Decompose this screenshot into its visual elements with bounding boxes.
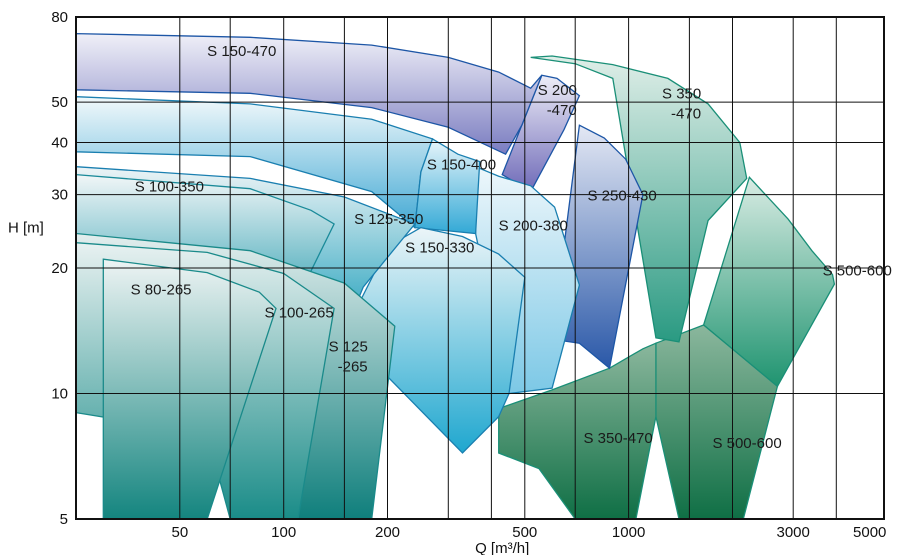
region-label-s-200-470: S 200 xyxy=(538,82,577,99)
x-ticks: 50 100 200 500 1000 3000 5000 xyxy=(171,524,886,541)
region-s-150-330 xyxy=(343,226,526,454)
regions-layer xyxy=(76,32,836,519)
region-label-s-150-330: S 150-330 xyxy=(405,239,474,256)
region-label-s-80-265: S 80-265 xyxy=(131,281,192,298)
region-label-s-100-265: S 100-265 xyxy=(265,305,334,322)
y-tick-label: 10 xyxy=(51,386,68,403)
x-tick-label: 500 xyxy=(512,524,537,541)
region-label-s-150-470: S 150-470 xyxy=(207,43,276,60)
x-tick-label: 1000 xyxy=(612,524,645,541)
y-tick-label: 5 xyxy=(60,511,68,528)
plot-frame xyxy=(75,16,885,520)
region-s-500-600 xyxy=(702,176,836,388)
x-tick-label: 3000 xyxy=(777,524,810,541)
region-label-s-500-600-lower: S 500-600 xyxy=(712,435,781,452)
region-label-s-125-350: S 125-350 xyxy=(354,211,423,228)
x-axis-label: Q [m³/h] xyxy=(475,540,529,555)
region-label-s-125-265: S 125 xyxy=(329,339,368,356)
region-label-s-200-470-line2: -470 xyxy=(547,102,577,119)
y-tick-label: 80 xyxy=(51,9,68,26)
region-label-s-500-600: S 500-600 xyxy=(823,262,892,279)
region-s-150-400-lower-band xyxy=(414,137,481,235)
y-tick-label: 50 xyxy=(51,94,68,111)
x-tick-label: 50 xyxy=(171,524,188,541)
region-s-80-265 xyxy=(102,258,277,519)
region-label-s-125-265-line2: -265 xyxy=(338,359,368,376)
y-tick-label: 30 xyxy=(51,187,68,204)
region-s-150-470 xyxy=(76,32,543,156)
region-label-s-350-470: S 350 xyxy=(662,86,701,103)
grid-layer xyxy=(76,17,884,519)
region-label-s-200-380: S 200-380 xyxy=(499,218,568,235)
x-tick-label: 200 xyxy=(375,524,400,541)
region-label-s-100-350: S 100-350 xyxy=(135,179,204,196)
region-s-200-470 xyxy=(501,74,581,193)
region-label-s-350-470-line2: -470 xyxy=(671,106,701,123)
y-ticks: 5 10 20 30 40 50 80 xyxy=(51,9,68,528)
region-s-350-470-lower xyxy=(498,342,657,519)
y-tick-label: 20 xyxy=(51,260,68,277)
y-tick-label: 40 xyxy=(51,135,68,152)
region-label-s-250-430: S 250-430 xyxy=(588,188,657,205)
region-label-s-350-470-lower: S 350-470 xyxy=(584,430,653,447)
x-tick-label: 100 xyxy=(271,524,296,541)
region-label-s-150-400: S 150-400 xyxy=(427,156,496,173)
x-tick-label: 5000 xyxy=(853,524,886,541)
y-axis-label: H [m] xyxy=(8,220,44,237)
